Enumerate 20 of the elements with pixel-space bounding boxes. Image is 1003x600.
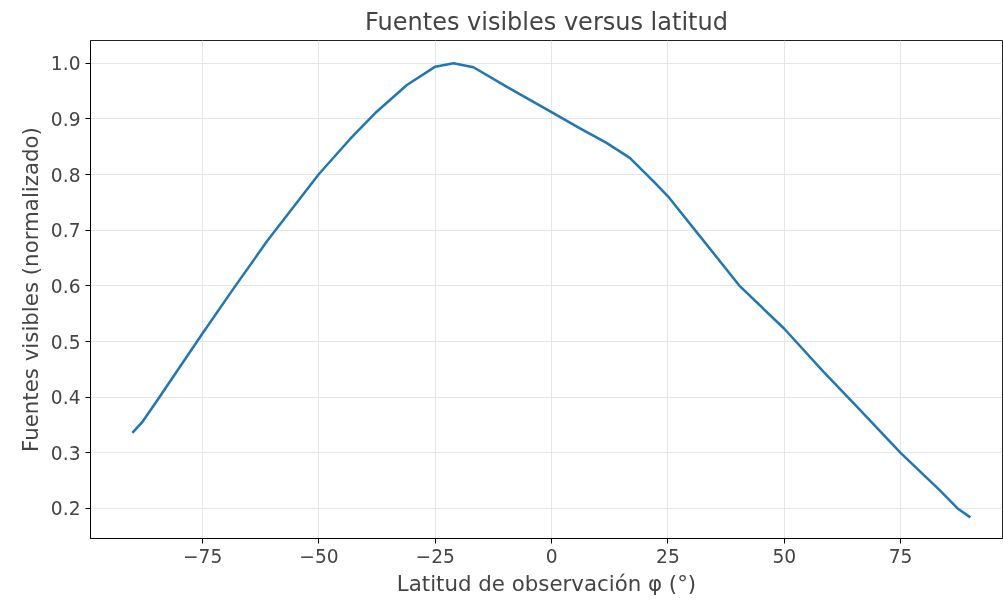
x-tick-label: −25 [415,545,455,567]
x-tick-label: 75 [888,545,913,567]
x-axis-title: Latitud de observación φ (°) [396,570,697,596]
x-tick-label: −50 [299,545,339,567]
line-series [131,62,972,519]
chart-title: Fuentes visibles versus latitud [365,7,728,36]
y-tick-label: 0.9 [50,108,81,130]
y-axis-title: Fuentes visibles (normalizado) [17,127,43,452]
x-tick-label: 25 [656,545,680,567]
x-tick-label: 50 [772,545,797,567]
y-tick-label: 0.5 [50,331,81,353]
x-tick-label: 0 [545,545,558,567]
x-tick-label: −75 [182,545,223,567]
y-tick-label: 0.3 [50,442,81,464]
y-tick-label: 0.8 [50,164,81,186]
y-tick-label: 0.2 [50,498,81,520]
y-tick-label: 1.0 [50,53,81,75]
y-tick-label: 0.6 [50,275,81,297]
y-tick-label: 0.7 [50,220,81,242]
y-tick-label: 0.4 [50,387,81,409]
